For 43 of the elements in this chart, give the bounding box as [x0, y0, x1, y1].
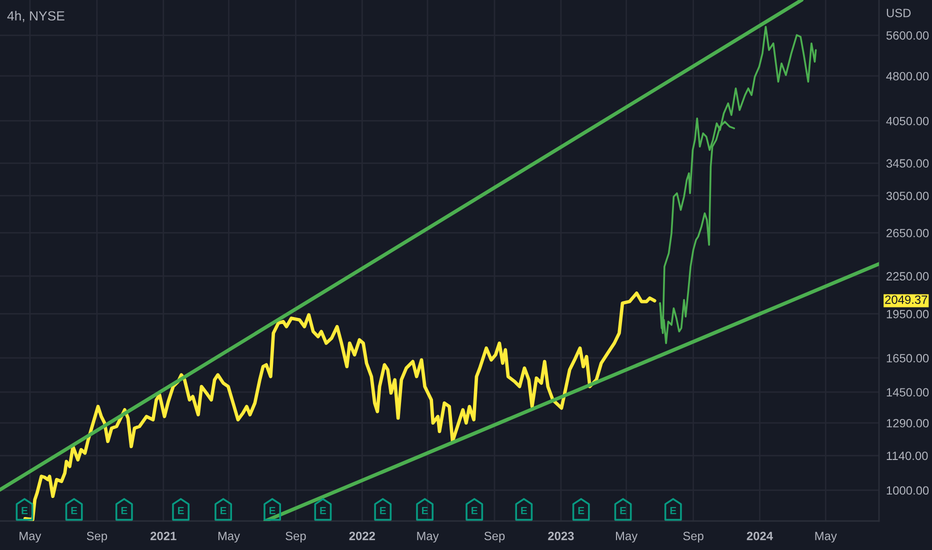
y-tick-label: 1450.00 — [886, 388, 929, 397]
y-tick-label: 5600.00 — [886, 31, 929, 40]
text: 2049.37 — [885, 295, 928, 304]
y-tick-label: 4800.00 — [886, 72, 929, 80]
y-tick-label: 4050.00 — [886, 116, 929, 126]
x-tick-label: Sep — [484, 532, 505, 543]
annotation: E — [422, 507, 428, 514]
x-tick-label: Sep — [286, 532, 306, 543]
annotation: E — [380, 507, 386, 514]
y-tick-label: 2250.00 — [886, 272, 929, 281]
annotation: E — [178, 507, 184, 514]
x-tick-label: Sep — [86, 532, 108, 543]
annotation: E — [472, 507, 478, 514]
x-tick-label: Sep — [683, 532, 704, 543]
annotation: E — [270, 507, 276, 514]
x-tick-label: 2021 — [150, 532, 176, 540]
y-tick-label: 1950.00 — [886, 310, 929, 318]
y-tick-label: 3050.00 — [886, 192, 929, 200]
y-tick-label: 1140.00 — [886, 452, 928, 460]
y-axis-title: USD — [886, 8, 911, 18]
x-tick-label: May — [815, 532, 837, 543]
x-tick-label: May — [616, 532, 638, 543]
annotation: E — [521, 507, 527, 514]
y-tick-label: 3450.00 — [886, 159, 929, 168]
y-tick-label: 1650.00 — [886, 354, 929, 362]
x-tick-label: May — [417, 532, 439, 543]
annotation: E — [220, 507, 226, 514]
annotation: E — [71, 507, 78, 514]
text: 4h, NYSE — [7, 10, 64, 22]
x-tick-label: 2023 — [548, 532, 574, 540]
annotation: E — [670, 507, 676, 514]
y-tick-label: 1290.00 — [886, 418, 929, 428]
y-tick-label: 1000.00 — [886, 486, 929, 495]
x-tick-label: May — [20, 532, 42, 543]
annotation: E — [320, 507, 326, 514]
annotation: E — [22, 507, 28, 514]
annotation: E — [620, 507, 626, 514]
x-tick-label: 2022 — [349, 532, 375, 540]
x-tick-label: May — [218, 532, 240, 543]
x-tick-label: 2024 — [746, 532, 773, 540]
annotation: E — [578, 507, 584, 514]
annotation: E — [121, 507, 128, 514]
y-tick-label: 2650.00 — [886, 228, 929, 238]
